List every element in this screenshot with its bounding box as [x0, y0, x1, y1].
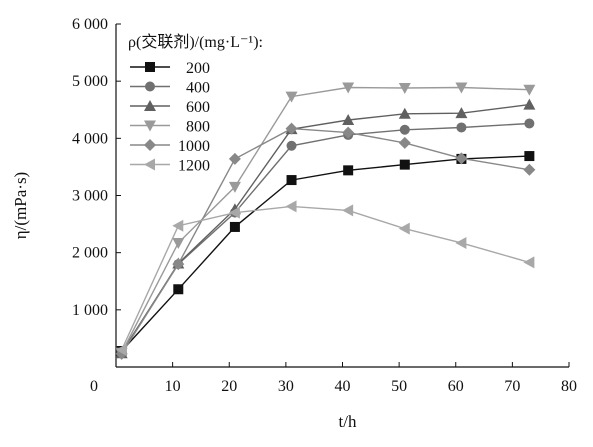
data-point-400 [286, 140, 297, 151]
data-point-800 [228, 181, 241, 193]
series-line-800 [121, 86, 530, 354]
series-line-600 [121, 103, 530, 354]
data-point-400 [456, 122, 467, 133]
data-point-600 [523, 98, 536, 110]
data-point-200 [229, 221, 240, 232]
series-line-1000 [121, 127, 530, 355]
legend-marker [144, 100, 156, 111]
x-tick-label: 20 [221, 378, 237, 395]
legend-item-800: 800 [130, 119, 210, 136]
data-point-800 [342, 82, 355, 94]
legend-marker [145, 62, 155, 72]
legend-label: 400 [186, 80, 210, 97]
data-point-1000 [523, 163, 536, 176]
data-point-200 [399, 159, 410, 170]
y-tick-label: 6 000 [72, 16, 108, 33]
x-tick-label: 50 [391, 378, 407, 395]
data-point-600 [342, 114, 355, 126]
x-tick-label: 60 [448, 378, 464, 395]
legend-label: 1200 [178, 158, 210, 175]
series-line-400 [121, 122, 530, 353]
legend-item-600: 600 [130, 99, 210, 116]
x-tick-label: 0 [90, 378, 98, 395]
legend-label: 600 [186, 99, 210, 116]
data-point-200 [286, 175, 297, 186]
series-1200 [115, 200, 535, 356]
x-tick-label: 30 [278, 378, 294, 395]
legend-label: 1000 [178, 138, 210, 155]
x-tick-label: 80 [561, 378, 577, 395]
data-point-400 [399, 124, 410, 135]
data-point-400 [524, 118, 535, 129]
y-tick-label: 4 000 [72, 130, 108, 147]
x-axis-label: t/h [339, 412, 357, 431]
data-point-1200 [398, 222, 410, 235]
legend-label: 200 [186, 60, 210, 77]
data-point-200 [173, 284, 184, 295]
legend-item-1200: 1200 [130, 158, 210, 175]
ticks: 1 000 2 000 3 000 4 000 5 000 6 000 0 10 20 30 40 5… [72, 16, 577, 395]
data-point-200 [524, 151, 535, 162]
data-point-1200 [523, 256, 535, 269]
series-layer [115, 82, 536, 360]
data-point-800 [523, 84, 536, 96]
data-point-200 [343, 165, 354, 176]
y-tick-label: 5 000 [72, 73, 108, 90]
legend-item-1000: 1000 [130, 138, 210, 155]
y-axis-label: η/(mPa·s) [11, 172, 30, 239]
data-point-1000 [342, 126, 355, 139]
data-point-1000 [285, 122, 298, 135]
legend-item-200: 200 [130, 60, 210, 77]
data-point-1200 [172, 219, 184, 232]
y-tick-label: 1 000 [72, 302, 108, 319]
series-200 [116, 151, 535, 356]
data-point-800 [398, 83, 411, 95]
data-point-800 [285, 91, 298, 103]
data-point-1200 [455, 236, 467, 249]
data-point-800 [172, 237, 185, 249]
axes [115, 24, 569, 368]
data-point-1200 [228, 206, 240, 219]
data-point-1000 [455, 152, 468, 165]
y-tick-label: 2 000 [72, 245, 108, 262]
data-point-800 [455, 82, 468, 94]
data-point-1000 [172, 258, 185, 271]
legend-marker [144, 158, 155, 171]
data-point-1200 [342, 204, 354, 217]
legend-marker [144, 139, 156, 151]
series-line-200 [121, 155, 530, 352]
x-tick-label: 70 [504, 378, 520, 395]
data-point-1200 [115, 343, 127, 356]
x-tick-label: 40 [335, 378, 351, 395]
y-tick-label: 3 000 [72, 188, 108, 205]
data-point-1000 [398, 136, 411, 149]
data-point-600 [455, 107, 468, 119]
legend-label: 800 [186, 119, 210, 136]
legend-marker [145, 81, 155, 92]
x-tick-label: 10 [165, 378, 181, 395]
legend-marker [144, 120, 156, 132]
legend-item-400: 400 [130, 80, 210, 97]
data-point-1000 [228, 152, 241, 165]
series-line-1200 [121, 205, 530, 351]
data-point-600 [398, 107, 411, 119]
data-point-1200 [285, 200, 297, 213]
legend-title: ρ(交联剂)/(mg·L⁻¹): [128, 33, 263, 51]
legend: ρ(交联剂)/(mg·L⁻¹): 200 400 600 800 1000 1200 [128, 33, 263, 175]
